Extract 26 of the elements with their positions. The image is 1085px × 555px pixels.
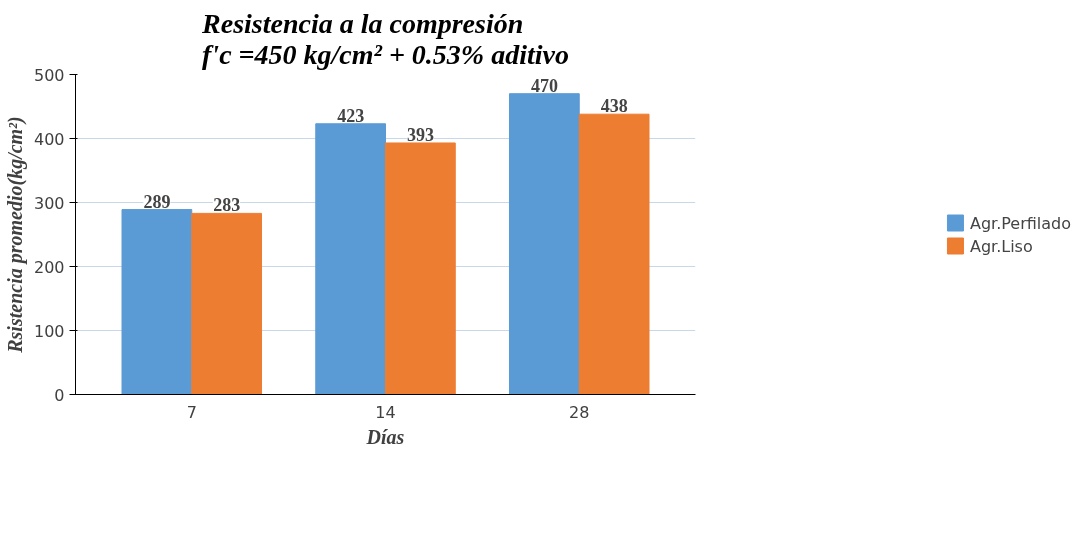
- chart-title: Resistencia a la compresión f'c =450 kg/cm² + 0.53% aditivo: [201, 7, 569, 70]
- y-tick-label: 100: [33, 321, 65, 341]
- legend-label: Agr.Perfilado: [969, 213, 1072, 232]
- y-tick-label: 200: [33, 257, 65, 277]
- x-tick-label: 28: [569, 402, 590, 422]
- x-tick-label: 14: [375, 402, 396, 422]
- data-label: 393: [406, 124, 434, 145]
- y-tick-label: 0: [54, 385, 65, 405]
- bar: [578, 113, 650, 395]
- y-tick-label: 400: [33, 129, 65, 149]
- bar: [315, 123, 386, 395]
- y-tick-label: 500: [33, 65, 65, 85]
- data-label: 423: [337, 105, 365, 126]
- y-tick-label: 300: [33, 193, 65, 213]
- x-axis-title: Días: [365, 425, 405, 448]
- bar: [385, 142, 456, 395]
- data-label: 438: [600, 96, 628, 117]
- bar: [121, 209, 193, 395]
- bar: [191, 212, 262, 395]
- y-axis-title: Rsistencia promedio(kg/cm²): [3, 116, 27, 354]
- data-label: 289: [143, 191, 171, 212]
- data-label: 283: [213, 195, 241, 216]
- legend-label: Agr.Liso: [969, 236, 1033, 255]
- bar: [509, 93, 580, 395]
- x-tick-label: 7: [186, 402, 197, 422]
- data-label: 470: [530, 75, 558, 96]
